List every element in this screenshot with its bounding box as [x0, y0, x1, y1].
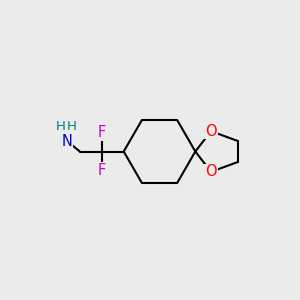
Text: F: F — [98, 125, 106, 140]
Text: F: F — [98, 163, 106, 178]
Text: H: H — [66, 120, 76, 133]
Text: H: H — [55, 120, 65, 133]
Text: N: N — [62, 134, 73, 148]
Text: O: O — [205, 164, 217, 179]
Text: O: O — [205, 124, 217, 139]
